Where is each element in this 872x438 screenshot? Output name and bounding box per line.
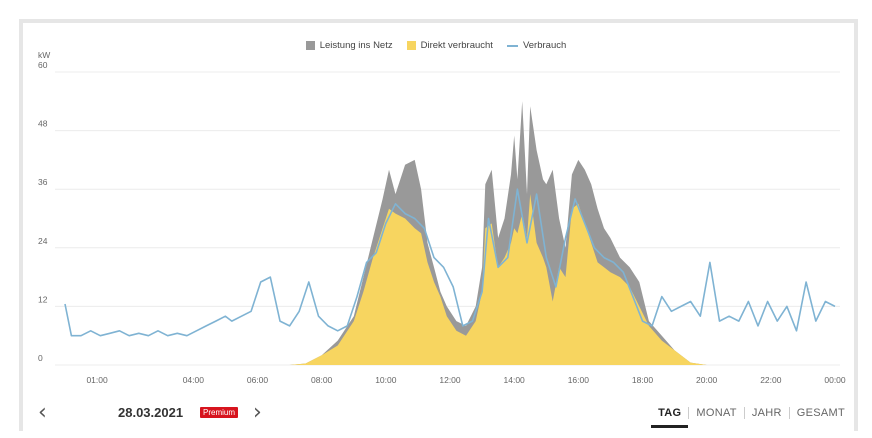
x-tick-label: 01:00 (86, 375, 108, 385)
legend-label-verbrauch: Verbrauch (522, 40, 567, 51)
tab-gesamt[interactable]: GESAMT (796, 407, 845, 419)
tab-separator (743, 407, 745, 419)
tab-separator (788, 407, 790, 419)
x-tick-label: 10:00 (375, 375, 397, 385)
legend-swatch-line (506, 44, 518, 47)
y-tick-label: 12 (38, 294, 48, 304)
chevron-left-icon[interactable]: ‹ (38, 400, 47, 425)
legend-label-direkt: Direkt verbraucht (420, 40, 493, 51)
chart-legend: Leistung ins Netz Direkt verbraucht Verb… (0, 40, 872, 51)
y-tick-label: 24 (38, 236, 48, 246)
x-tick-label: 12:00 (439, 375, 461, 385)
legend-label-leistung: Leistung ins Netz (319, 40, 393, 51)
tab-tag[interactable]: TAG (651, 407, 689, 428)
footer-bar: ‹ 28.03.2021 Premium › TAG MONAT JAHR GE… (23, 394, 854, 438)
y-tick-label: 48 (38, 119, 48, 129)
x-tick-label: 06:00 (247, 375, 269, 385)
x-tick-label: 04:00 (183, 375, 205, 385)
x-tick-label: 14:00 (504, 375, 526, 385)
tab-separator (688, 407, 690, 419)
chevron-right-icon[interactable]: › (253, 400, 262, 425)
legend-swatch-gray (305, 41, 315, 50)
x-tick-label: 18:00 (632, 375, 654, 385)
y-tick-label: 60 (38, 60, 48, 70)
legend-swatch-yellow (406, 41, 416, 50)
tab-monat[interactable]: MONAT (696, 407, 737, 419)
x-tick-label: 20:00 (696, 375, 718, 385)
x-tick-label: 22:00 (760, 375, 782, 385)
y-axis-unit-label: kW (38, 50, 50, 60)
date-label: 28.03.2021 (118, 405, 184, 420)
legend-item-direkt[interactable]: Direkt verbraucht (406, 40, 493, 51)
x-tick-label: 16:00 (568, 375, 590, 385)
period-tabs: TAG MONAT JAHR GESAMT (651, 407, 852, 428)
legend-item-verbrauch[interactable]: Verbrauch (506, 40, 567, 51)
x-tick-label: 00:00 (824, 375, 846, 385)
series-area-1 (289, 194, 707, 365)
x-tick-label: 08:00 (311, 375, 333, 385)
legend-item-leistung[interactable]: Leistung ins Netz (305, 40, 393, 51)
series-line-2 (64, 188, 836, 337)
y-tick-label: 36 (38, 177, 48, 187)
y-tick-label: 0 (38, 353, 43, 363)
premium-badge: Premium (200, 407, 239, 418)
tab-jahr[interactable]: JAHR (751, 407, 782, 419)
